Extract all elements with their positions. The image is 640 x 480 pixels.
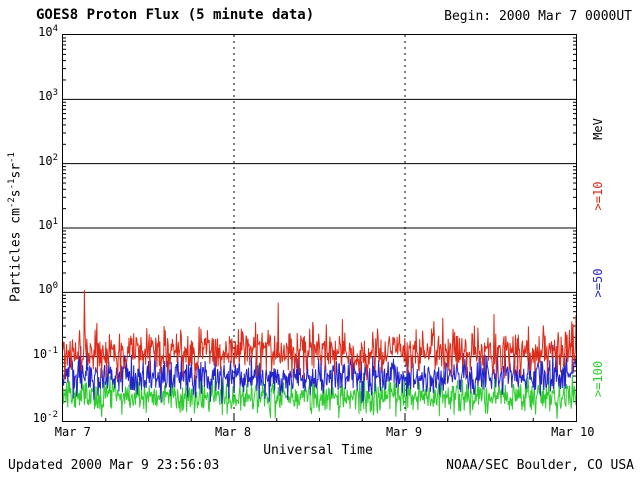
- y-tick-label: 101: [38, 217, 58, 233]
- y-tick-label: 10-2: [32, 410, 58, 426]
- y-axis-label-exp: -1: [7, 152, 18, 163]
- y-tick-label: 102: [38, 152, 58, 168]
- x-axis-title: Universal Time: [263, 443, 373, 458]
- source-attribution: NOAA/SEC Boulder, CO USA: [446, 458, 634, 473]
- series-line--50-MeV: [63, 344, 576, 404]
- begin-time-label: Begin: 2000 Mar 7 0000UT: [444, 9, 632, 24]
- y-axis-label-exp: -2: [7, 197, 18, 209]
- energy-label-10: >=10: [591, 181, 605, 211]
- energy-label-50: >=50: [591, 268, 605, 298]
- energy-label-100: >=100: [591, 361, 605, 398]
- x-tick-label: Mar 9: [385, 425, 423, 439]
- y-tick-label: 103: [38, 88, 58, 104]
- series-line--100-MeV: [63, 362, 576, 419]
- y-tick-label: 10-1: [32, 345, 58, 361]
- series-line--10-MeV: [63, 289, 576, 381]
- y-tick-label: 100: [38, 281, 58, 297]
- x-tick-label: Mar 10: [551, 425, 595, 439]
- y-axis-label-exp: -1: [7, 178, 18, 190]
- plot-svg: [63, 35, 576, 421]
- chart-title: GOES8 Proton Flux (5 minute data): [36, 7, 315, 23]
- energy-label-MeV: MeV: [591, 117, 605, 140]
- x-tick-label: Mar 7: [54, 425, 91, 439]
- updated-timestamp: Updated 2000 Mar 9 23:56:03: [8, 458, 220, 473]
- y-tick-label: 104: [38, 24, 58, 40]
- x-tick-label: Mar 8: [214, 425, 252, 439]
- plot-area: [62, 34, 577, 422]
- y-axis-label-part: s: [8, 189, 24, 198]
